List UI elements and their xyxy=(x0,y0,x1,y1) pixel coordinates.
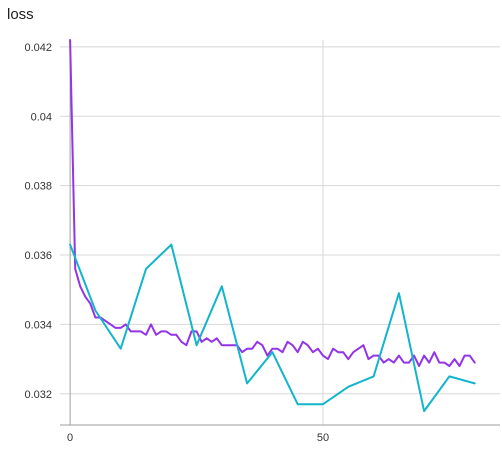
series-lines xyxy=(69,39,476,413)
y-tick-label: 0.034 xyxy=(24,319,52,331)
y-tick-label: 0.042 xyxy=(24,42,52,54)
series-line-cyan xyxy=(69,243,476,413)
chart-title: loss xyxy=(7,6,34,23)
y-tick-label: 0.038 xyxy=(24,181,52,193)
y-tick-label: 0.036 xyxy=(24,250,52,262)
grid-lines xyxy=(60,40,500,425)
tick-labels: 0.032 0.034 0.036 0.038 0.04 0.042 0 50 xyxy=(24,42,329,444)
y-tick-label: 0.04 xyxy=(31,111,52,123)
series-line-purple xyxy=(69,39,476,367)
y-tick-label: 0.032 xyxy=(24,389,52,401)
x-tick-label: 50 xyxy=(317,432,329,444)
x-tick-label: 0 xyxy=(67,432,73,444)
